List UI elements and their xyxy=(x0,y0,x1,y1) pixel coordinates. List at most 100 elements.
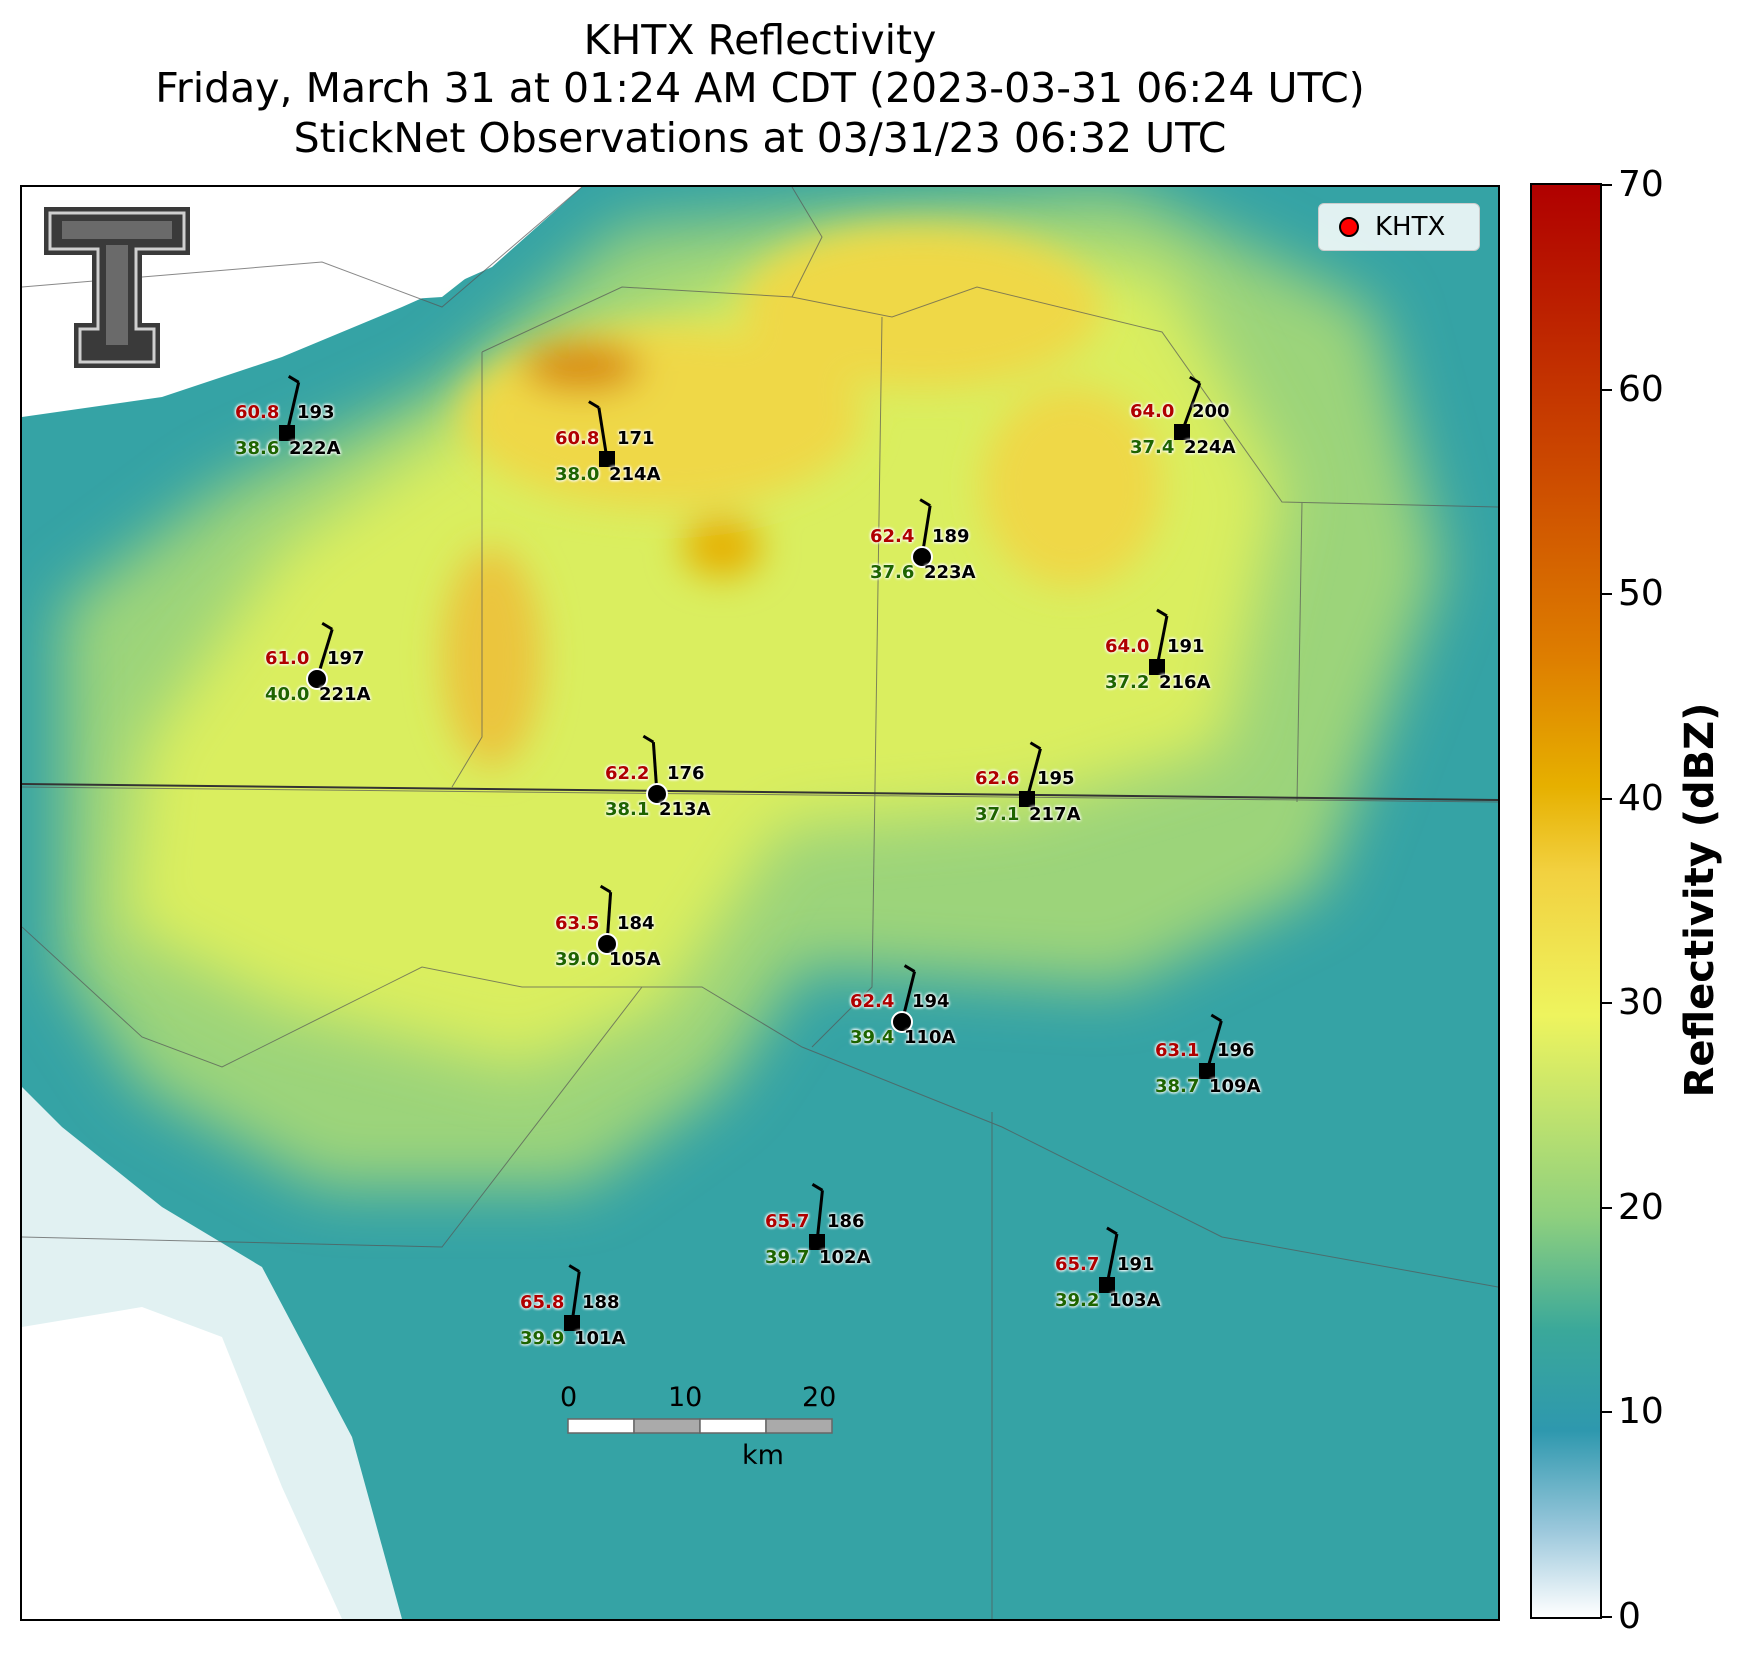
station-marker-icon xyxy=(306,668,328,690)
wind-barb-flag xyxy=(903,964,916,973)
station-temperature: 63.5 xyxy=(555,913,600,934)
station-id: 223A xyxy=(924,562,976,583)
wind-barb-icon xyxy=(1149,608,1169,675)
wind-barb-icon xyxy=(809,1182,825,1250)
wind-barb-icon xyxy=(891,964,917,1033)
station-wind-direction: 184 xyxy=(617,913,655,934)
wind-barb-icon xyxy=(1099,1226,1119,1293)
colorbar-tick-mark xyxy=(1602,184,1612,186)
station-dewpoint: 37.4 xyxy=(1130,437,1175,458)
wind-barb-flag xyxy=(287,375,300,384)
wind-barb-staff xyxy=(1180,382,1202,433)
station-marker-icon xyxy=(809,1234,825,1250)
station-marker-icon xyxy=(1099,1277,1115,1293)
station-temperature: 65.7 xyxy=(1055,1254,1100,1275)
colorbar-tick-label: 70 xyxy=(1618,164,1664,205)
station-dewpoint: 37.2 xyxy=(1105,672,1150,693)
colorbar-tick-label: 20 xyxy=(1618,1186,1664,1228)
station-id: 222A xyxy=(289,438,341,459)
scale-bar xyxy=(567,1418,833,1434)
station-id: 224A xyxy=(1184,437,1236,458)
wind-barb-staff xyxy=(1025,748,1042,800)
station-dewpoint: 37.6 xyxy=(870,562,915,583)
station-id: 109A xyxy=(1209,1076,1261,1097)
station-id: 102A xyxy=(819,1247,871,1268)
station-dewpoint: 39.2 xyxy=(1055,1290,1100,1311)
station-temperature: 62.2 xyxy=(605,763,650,784)
station-temperature: 61.0 xyxy=(265,648,310,669)
station-marker-icon xyxy=(596,933,618,955)
station-wind-direction: 188 xyxy=(582,1292,620,1313)
scale-tick-20: 20 xyxy=(802,1382,837,1413)
wind-barb-flag xyxy=(811,1182,824,1192)
station-temperature: 65.7 xyxy=(765,1211,810,1232)
wind-barb-flag xyxy=(1106,1226,1118,1236)
colorbar-tick-mark xyxy=(1602,1411,1612,1414)
wind-barb-staff xyxy=(815,1190,824,1243)
colorbar-tick-label: 10 xyxy=(1618,1391,1664,1433)
station-marker-icon xyxy=(1174,424,1190,440)
wind-barb-flag xyxy=(568,1264,581,1273)
station-dewpoint: 39.7 xyxy=(765,1247,810,1268)
station-dewpoint: 39.9 xyxy=(520,1328,565,1349)
station-id: 217A xyxy=(1029,804,1081,825)
station-temperature: 62.4 xyxy=(870,526,915,547)
station-marker-icon xyxy=(564,1315,580,1331)
wind-barb-icon xyxy=(911,498,933,568)
station-temperature: 65.8 xyxy=(520,1292,565,1313)
station-wind-direction: 195 xyxy=(1037,768,1075,789)
station-id: 213A xyxy=(659,799,711,820)
wind-barb-staff xyxy=(570,1271,581,1324)
station-id: 216A xyxy=(1159,672,1211,693)
station-marker-icon xyxy=(891,1011,913,1033)
colorbar-tick-label: 50 xyxy=(1618,573,1664,615)
station-wind-direction: 194 xyxy=(912,991,950,1012)
wind-barb-staff xyxy=(285,381,301,434)
station-marker-icon xyxy=(599,451,615,467)
station-id: 101A xyxy=(574,1328,626,1349)
colorbar-tick-mark xyxy=(1602,1616,1612,1618)
colorbar-tick-label: 30 xyxy=(1618,982,1664,1024)
station-marker-icon xyxy=(1199,1063,1215,1079)
station-dewpoint: 38.6 xyxy=(235,438,280,459)
wind-barb-icon xyxy=(1199,1013,1223,1079)
station-id: 105A xyxy=(609,949,661,970)
station-temperature: 64.0 xyxy=(1130,401,1175,422)
wind-barb-flag xyxy=(1156,608,1168,618)
colorbar-tick-mark xyxy=(1602,797,1612,800)
colorbar-label: Reflectivity (dBZ) xyxy=(1677,702,1723,1098)
station-wind-direction: 176 xyxy=(667,763,705,784)
wind-barb-flag xyxy=(599,884,612,894)
station-temperature: 63.1 xyxy=(1155,1040,1200,1061)
wind-barb-icon xyxy=(279,375,301,441)
station-id: 221A xyxy=(319,684,371,705)
station-id: 110A xyxy=(904,1027,956,1048)
wind-barb-icon xyxy=(596,884,618,955)
station-dewpoint: 38.7 xyxy=(1155,1076,1200,1097)
legend-label: KHTX xyxy=(1375,212,1446,242)
reflectivity-colorbar xyxy=(1530,183,1602,1619)
colorbar-tick-label: 40 xyxy=(1618,777,1664,819)
scale-tick-10: 10 xyxy=(668,1382,703,1413)
station-wind-direction: 196 xyxy=(1217,1040,1255,1061)
wind-barb-staff xyxy=(1205,1020,1223,1072)
station-dewpoint: 40.0 xyxy=(265,684,310,705)
wind-barb-staff xyxy=(1105,1233,1119,1286)
wind-barb-flag xyxy=(642,734,655,744)
station-dewpoint: 37.1 xyxy=(975,804,1020,825)
colorbar-tick-label: 60 xyxy=(1618,368,1664,410)
wind-barb-flag xyxy=(321,621,333,631)
station-marker-icon xyxy=(646,783,668,805)
station-wind-direction: 193 xyxy=(297,402,335,423)
map-subtitle-obs: StickNet Observations at 03/31/23 06:32 … xyxy=(293,114,1227,162)
texas-tech-logo-icon xyxy=(44,207,190,368)
station-marker-icon xyxy=(1019,791,1035,807)
radar-map[interactable]: KHTX 0 10 20 km 60.8 193 38.6 222A 60.8 171 38… xyxy=(20,185,1500,1621)
wind-barb-staff xyxy=(1155,615,1169,668)
station-id: 214A xyxy=(609,464,661,485)
station-dewpoint: 39.0 xyxy=(555,949,600,970)
station-id: 103A xyxy=(1109,1290,1161,1311)
station-wind-direction: 171 xyxy=(617,428,655,449)
station-temperature: 62.4 xyxy=(850,991,895,1012)
scale-unit: km xyxy=(742,1440,784,1471)
